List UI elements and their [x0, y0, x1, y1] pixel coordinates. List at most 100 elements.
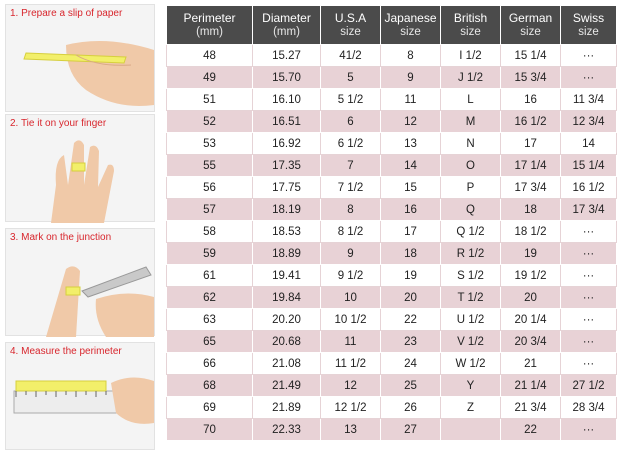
table-cell: 20.68 — [252, 330, 321, 353]
table-cell: ··· — [560, 44, 617, 67]
table-cell: I 1/2 — [440, 44, 501, 67]
step-panel: 1. Prepare a slip of paper — [5, 4, 155, 112]
header-title: Perimeter — [183, 11, 236, 25]
step-label: 1. Prepare a slip of paper — [10, 8, 123, 19]
table-cell: 18.19 — [252, 198, 321, 221]
table-cell: 19 — [500, 242, 561, 265]
table-cell: 19.41 — [252, 264, 321, 287]
table-cell: 22 — [500, 418, 561, 441]
table-cell: 8 — [380, 44, 441, 67]
step-panel: 4. Measure the perimeter — [5, 342, 155, 450]
table-cell: 11 3/4 — [560, 88, 617, 111]
table-cell: P — [440, 176, 501, 199]
paper-strip — [23, 52, 127, 64]
table-cell: 22 — [380, 308, 441, 331]
table-row: 63 20.20 10 1/2 22 U 1/2 20 1/4 ··· — [166, 308, 617, 331]
table-cell: 62 — [166, 286, 253, 309]
table-cell: S 1/2 — [440, 264, 501, 287]
table-cell: 17 — [380, 220, 441, 243]
column-header: Swiss size — [560, 5, 617, 45]
table-cell: 13 — [320, 418, 381, 441]
table-cell: ··· — [560, 418, 617, 441]
illustration — [51, 140, 114, 223]
table-row: 48 15.27 41/2 8 I 1/2 15 1/4 ··· — [166, 44, 617, 67]
table-cell: 57 — [166, 198, 253, 221]
table-cell: 11 1/2 — [320, 352, 381, 375]
table-row: 56 17.75 7 1/2 15 P 17 3/4 16 1/2 — [166, 176, 617, 199]
header-row: Perimeter (mm) Diameter (mm) U.S.A size Japane… — [166, 5, 617, 45]
table-row: 49 15.70 5 9 J 1/2 15 3/4 ··· — [166, 66, 617, 89]
paper-strip — [65, 286, 81, 296]
table-cell: 16 1/2 — [500, 110, 561, 133]
table-cell: 51 — [166, 88, 253, 111]
table-cell: 68 — [166, 374, 253, 397]
table-cell: 9 1/2 — [320, 264, 381, 287]
table-cell: L — [440, 88, 501, 111]
table-row: 59 18.89 9 18 R 1/2 19 ··· — [166, 242, 617, 265]
table-cell: 15 1/4 — [500, 44, 561, 67]
table-cell: 53 — [166, 132, 253, 155]
table-cell: 28 3/4 — [560, 396, 617, 419]
table-cell: 24 — [380, 352, 441, 375]
header-title: Diameter — [262, 11, 311, 25]
table-cell: 66 — [166, 352, 253, 375]
table-cell: 22.33 — [252, 418, 321, 441]
table-cell: 12 1/2 — [320, 396, 381, 419]
header-unit: size — [340, 26, 361, 38]
table-cell: 27 1/2 — [560, 374, 617, 397]
table-cell: N — [440, 132, 501, 155]
table-cell: 20 — [500, 286, 561, 309]
table-cell: 10 — [320, 286, 381, 309]
table-cell: 65 — [166, 330, 253, 353]
table-cell: 13 — [380, 132, 441, 155]
table-cell: 21.49 — [252, 374, 321, 397]
table-cell: 17.75 — [252, 176, 321, 199]
size-table: Perimeter (mm) Diameter (mm) U.S.A size Japane… — [166, 5, 617, 441]
table-row: 52 16.51 6 12 M 16 1/2 12 3/4 — [166, 110, 617, 133]
table-cell: 52 — [166, 110, 253, 133]
table-cell: 7 1/2 — [320, 176, 381, 199]
column-header: Diameter (mm) — [252, 5, 321, 45]
table-row: 70 22.33 13 27 22 ··· — [166, 418, 617, 441]
table-cell: 19 1/2 — [500, 264, 561, 287]
column-header: Japanese size — [380, 5, 441, 45]
table-cell: 16.10 — [252, 88, 321, 111]
table-cell: 11 — [320, 330, 381, 353]
table-cell: 59 — [166, 242, 253, 265]
header-unit: size — [400, 26, 421, 38]
table-cell: 17 — [500, 132, 561, 155]
header-title: German — [508, 11, 553, 25]
table-cell: ··· — [560, 264, 617, 287]
column-header: German size — [500, 5, 561, 45]
step-label: 2. Tie it on your finger — [10, 118, 107, 129]
table-cell: 9 — [380, 66, 441, 89]
header-title: British — [453, 11, 488, 25]
table-cell: 58 — [166, 220, 253, 243]
hand — [66, 41, 154, 106]
step-label: 3. Mark on the junction — [10, 232, 112, 243]
table-cell: V 1/2 — [440, 330, 501, 353]
table-row: 68 21.49 12 25 Y 21 1/4 27 1/2 — [166, 374, 617, 397]
table-cell: ··· — [560, 330, 617, 353]
table-cell: 41/2 — [320, 44, 381, 67]
step-panel: 3. Mark on the junction — [5, 228, 155, 337]
table-cell — [440, 418, 501, 441]
table-cell: Q — [440, 198, 501, 221]
table-cell: 70 — [166, 418, 253, 441]
table-cell: 55 — [166, 154, 253, 177]
pen — [81, 266, 152, 298]
table-row: 69 21.89 12 1/2 26 Z 21 3/4 28 3/4 — [166, 396, 617, 419]
table-cell: 18.89 — [252, 242, 321, 265]
header-unit: size — [578, 26, 599, 38]
column-header: Perimeter (mm) — [166, 5, 253, 45]
table-cell: 12 — [380, 110, 441, 133]
table-cell: ··· — [560, 242, 617, 265]
table-cell: 18 — [500, 198, 561, 221]
table-cell: 16.51 — [252, 110, 321, 133]
table-cell: Q 1/2 — [440, 220, 501, 243]
illustration — [23, 41, 154, 106]
hand — [111, 377, 154, 424]
table-cell: ··· — [560, 352, 617, 375]
table-cell: 20 3/4 — [500, 330, 561, 353]
table-row: 55 17.35 7 14 O 17 1/4 15 1/4 — [166, 154, 617, 177]
